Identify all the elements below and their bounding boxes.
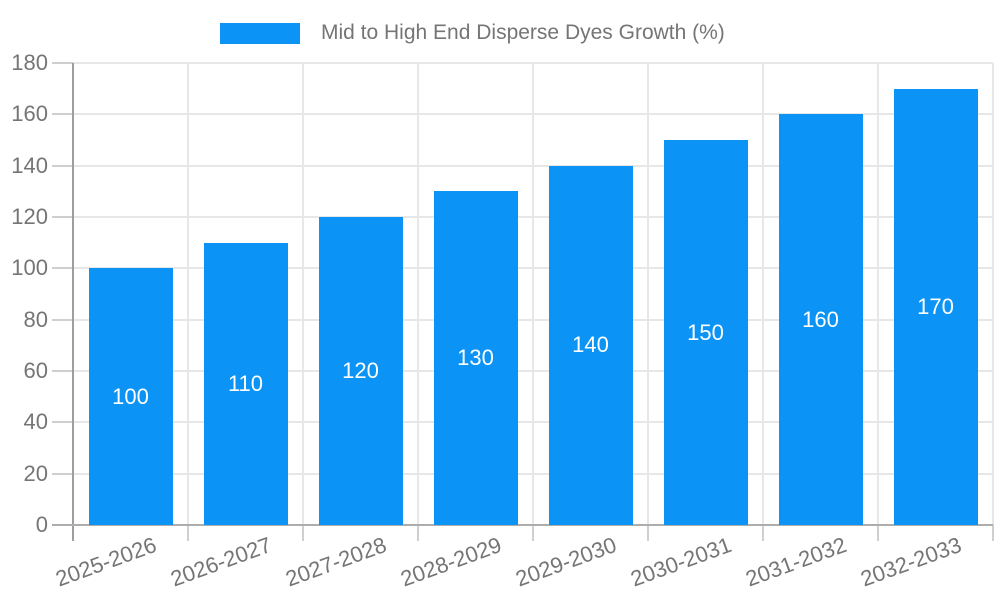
x-tick-label: 2029-2030: [512, 532, 621, 592]
bar[interactable]: 170: [893, 88, 978, 525]
gridline-vertical: [417, 63, 419, 525]
bar-value-label: 120: [342, 358, 379, 383]
y-tick-label: 20: [23, 460, 48, 486]
x-axis-tick: [417, 525, 419, 541]
y-axis-tick: [52, 421, 73, 424]
bar-value-label: 130: [457, 345, 494, 371]
x-axis-tick: [302, 525, 304, 541]
gridline-vertical: [302, 63, 304, 525]
bar[interactable]: 110: [203, 242, 288, 525]
y-axis-tick: [52, 164, 73, 167]
x-tick-label: 2032-2033: [857, 532, 966, 592]
y-tick-label: 120: [11, 204, 48, 229]
gridline-vertical: [877, 63, 879, 525]
x-axis-tick: [762, 525, 764, 541]
gridline-vertical: [532, 63, 534, 525]
x-tick-label: 2027-2028: [282, 532, 391, 592]
x-tick-label: 2028-2029: [397, 532, 506, 592]
gridline-vertical: [187, 63, 189, 525]
gridline-vertical: [762, 63, 764, 525]
y-axis-tick: [52, 472, 73, 475]
bar-value-label: 140: [572, 332, 609, 358]
y-tick-label: 60: [23, 358, 48, 383]
x-axis-tick: [187, 525, 189, 541]
bar[interactable]: 150: [663, 140, 748, 525]
x-axis-tick: [992, 525, 994, 541]
y-axis-tick: [52, 370, 73, 372]
y-tick-label: 80: [23, 306, 48, 332]
y-axis-tick: [52, 267, 73, 270]
bar-value-label: 160: [802, 306, 839, 332]
bar[interactable]: 130: [433, 191, 518, 525]
y-tick-label: 40: [23, 409, 48, 435]
x-axis-line: [52, 524, 993, 526]
y-tick-label: 140: [11, 152, 48, 178]
x-tick-label: 2031-2032: [742, 532, 851, 592]
bar-value-label: 110: [227, 370, 264, 396]
bar-value-label: 150: [687, 319, 724, 345]
bar[interactable]: 160: [778, 114, 863, 525]
legend[interactable]: Mid to High End Disperse Dyes Growth (%): [220, 21, 725, 45]
y-axis-tick: [52, 216, 73, 218]
legend-label: Mid to High End Disperse Dyes Growth (%): [321, 21, 725, 44]
bar[interactable]: 100: [88, 268, 173, 525]
x-tick-label: 2026-2027: [167, 532, 276, 592]
y-axis-tick: [52, 318, 73, 321]
gridline-vertical: [992, 63, 994, 525]
y-axis-line: [72, 63, 74, 541]
bar[interactable]: 140: [548, 165, 633, 525]
y-axis-tick: [52, 113, 73, 116]
y-tick-label: 100: [11, 255, 48, 281]
x-tick-label: 2025-2026: [52, 532, 161, 592]
bar-value-label: 170: [917, 293, 954, 319]
y-tick-label: 160: [11, 101, 48, 127]
x-axis-tick: [532, 525, 534, 541]
gridline-vertical: [647, 63, 649, 525]
bar[interactable]: 120: [318, 217, 403, 525]
x-axis-tick: [877, 525, 879, 541]
y-tick-label: 180: [11, 50, 48, 75]
y-axis-tick: [52, 62, 73, 64]
bar-value-label: 100: [112, 383, 149, 409]
x-axis-tick: [647, 525, 649, 541]
y-tick-label: 0: [35, 512, 48, 537]
x-tick-label: 2030-2031: [627, 532, 736, 592]
legend-swatch: [220, 22, 300, 44]
